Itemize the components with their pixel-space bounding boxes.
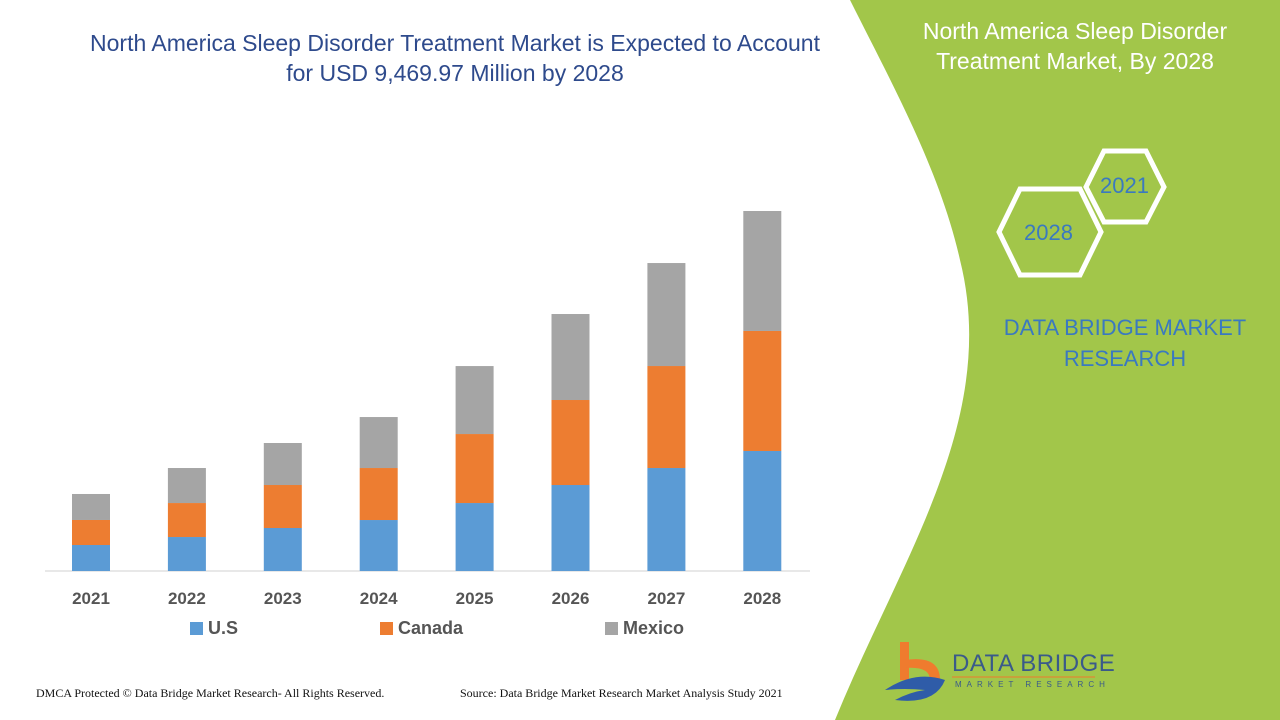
bar-mexico-2024 bbox=[359, 417, 398, 469]
legend-swatch bbox=[190, 622, 203, 635]
stacked-bar-chart bbox=[45, 211, 810, 572]
logo-icon bbox=[885, 642, 945, 701]
dmca-notice: DMCA Protected © Data Bridge Market Rese… bbox=[36, 686, 385, 700]
x-tick-label: 2022 bbox=[167, 589, 206, 608]
bar-mexico-2021 bbox=[72, 493, 110, 520]
bar-canada-2021 bbox=[72, 519, 110, 545]
legend-label: Mexico bbox=[623, 618, 685, 638]
bar-mexico-2023 bbox=[263, 443, 302, 486]
bar-us-2025 bbox=[455, 503, 494, 571]
bar-us-2021 bbox=[72, 544, 110, 571]
bar-canada-2024 bbox=[359, 468, 398, 521]
bar-mexico-2025 bbox=[455, 366, 494, 435]
legend-item-us: U.S bbox=[190, 618, 238, 639]
x-tick-label: 2025 bbox=[455, 589, 494, 608]
logo-subtext: MARKET RESEARCH bbox=[955, 680, 1110, 689]
x-tick-label: 2027 bbox=[647, 589, 686, 608]
hex-label-2028: 2028 bbox=[1024, 220, 1073, 245]
legend-label: U.S bbox=[208, 618, 239, 638]
bar-canada-2026 bbox=[551, 400, 590, 486]
legend-swatch bbox=[380, 622, 393, 635]
hex-label-2021: 2021 bbox=[1100, 173, 1149, 198]
brand-text: DATA BRIDGE MARKET RESEARCH bbox=[1003, 315, 1247, 371]
bar-canada-2027 bbox=[647, 366, 686, 469]
side-panel-title: North America Sleep Disorder Treatment M… bbox=[922, 18, 1228, 74]
x-tick-label: 2023 bbox=[263, 589, 302, 608]
bar-canada-2023 bbox=[263, 485, 302, 529]
bar-mexico-2026 bbox=[551, 314, 590, 401]
x-tick-label: 2021 bbox=[72, 589, 110, 608]
bar-canada-2028 bbox=[743, 330, 782, 451]
bar-mexico-2027 bbox=[647, 263, 686, 367]
x-tick-label: 2026 bbox=[551, 589, 590, 608]
legend-label: Canada bbox=[398, 618, 464, 638]
legend-item-canada: Canada bbox=[380, 618, 463, 639]
x-tick-label: 2024 bbox=[359, 589, 398, 608]
bar-us-2023 bbox=[263, 528, 302, 571]
bar-canada-2025 bbox=[455, 434, 494, 504]
bar-us-2022 bbox=[167, 537, 206, 571]
bar-canada-2022 bbox=[167, 503, 206, 538]
x-tick-label: 2028 bbox=[743, 589, 782, 608]
bar-us-2024 bbox=[359, 520, 398, 571]
legend-swatch bbox=[605, 622, 618, 635]
bar-mexico-2022 bbox=[167, 468, 206, 504]
source-note: Source: Data Bridge Market Research Mark… bbox=[460, 686, 783, 700]
hexagon-2028 bbox=[996, 186, 1104, 278]
hexagon-2021 bbox=[1083, 148, 1167, 225]
bar-us-2026 bbox=[551, 485, 590, 571]
logo-text: DATA BRIDGE bbox=[952, 650, 1116, 677]
legend-item-mexico: Mexico bbox=[605, 618, 684, 639]
bar-us-2027 bbox=[647, 468, 686, 571]
bar-mexico-2028 bbox=[743, 211, 782, 331]
green-side-panel bbox=[835, 0, 1280, 720]
bar-us-2028 bbox=[743, 450, 782, 571]
chart-title: North America Sleep Disorder Treatment M… bbox=[90, 30, 820, 86]
